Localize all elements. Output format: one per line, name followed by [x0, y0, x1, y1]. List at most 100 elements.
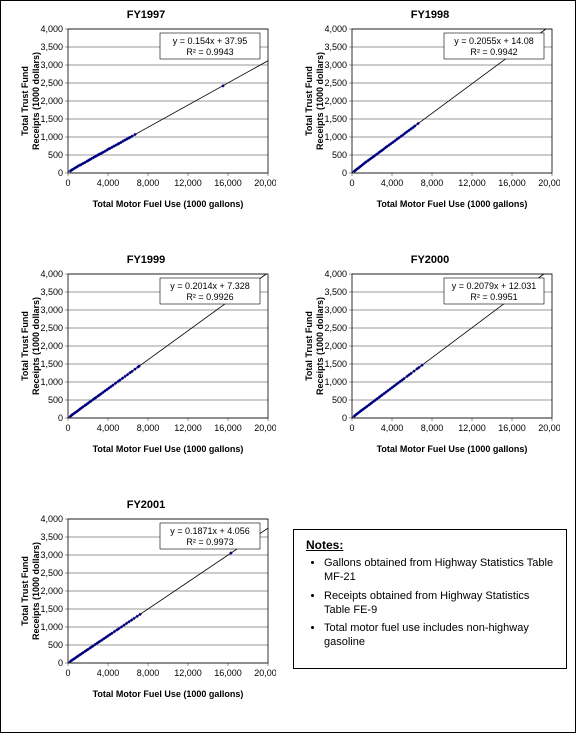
- svg-text:0: 0: [349, 178, 354, 188]
- svg-text:12,000: 12,000: [174, 423, 202, 433]
- svg-text:20,000: 20,000: [254, 178, 276, 188]
- svg-text:y = 0.2079x + 12.031: y = 0.2079x + 12.031: [452, 281, 537, 291]
- chart-svg: 04,0008,00012,00016,00020,00005001,0001,…: [300, 23, 560, 213]
- svg-text:R² = 0.9951: R² = 0.9951: [470, 292, 517, 302]
- svg-text:2,500: 2,500: [40, 78, 63, 88]
- svg-text:8,000: 8,000: [421, 423, 444, 433]
- svg-text:12,000: 12,000: [174, 668, 202, 678]
- svg-text:4,000: 4,000: [40, 514, 63, 524]
- svg-text:500: 500: [48, 150, 63, 160]
- notes-item: Gallons obtained from Highway Statistics…: [324, 556, 554, 585]
- chart-svg: 0 4,000 8,000 12,000 16,000 20,000 0 500 1,000 1,…: [300, 268, 560, 458]
- svg-text:2,500: 2,500: [40, 323, 63, 333]
- notes-list: Gallons obtained from Highway Statistics…: [306, 556, 554, 650]
- svg-text:Total Motor Fuel Use (1000 gal: Total Motor Fuel Use (1000 gallons): [377, 444, 528, 454]
- svg-text:2,000: 2,000: [324, 96, 347, 106]
- svg-text:500: 500: [332, 150, 347, 160]
- svg-text:8,000: 8,000: [421, 178, 444, 188]
- chart-svg: 04,0008,00012,00016,00020,00005001,0001,…: [16, 268, 276, 458]
- svg-text:Total Motor Fuel Use (1000 gal: Total Motor Fuel Use (1000 gallons): [93, 444, 244, 454]
- svg-text:20,000: 20,000: [538, 423, 560, 433]
- svg-text:3,000: 3,000: [324, 60, 347, 70]
- svg-text:0: 0: [58, 168, 63, 178]
- svg-text:20,000: 20,000: [254, 423, 276, 433]
- svg-text:1,000: 1,000: [324, 377, 347, 387]
- svg-text:R² = 0.9942: R² = 0.9942: [470, 47, 517, 57]
- svg-text:3,000: 3,000: [40, 305, 63, 315]
- svg-text:4,000: 4,000: [97, 668, 120, 678]
- chart-title: FY2000: [293, 254, 567, 266]
- svg-text:3,500: 3,500: [324, 42, 347, 52]
- svg-text:2,000: 2,000: [324, 341, 347, 351]
- svg-text:Total Motor Fuel Use (1000 gal: Total Motor Fuel Use (1000 gallons): [93, 689, 244, 699]
- svg-text:12,000: 12,000: [458, 423, 486, 433]
- svg-text:16,000: 16,000: [498, 178, 526, 188]
- notes-title: Notes:: [306, 538, 554, 552]
- svg-text:12,000: 12,000: [174, 178, 202, 188]
- svg-text:2,000: 2,000: [40, 341, 63, 351]
- chart-title: FY1997: [9, 9, 283, 21]
- svg-text:Receipts (1000 dollars): Receipts (1000 dollars): [315, 297, 325, 395]
- svg-text:2,000: 2,000: [40, 586, 63, 596]
- svg-text:0: 0: [342, 413, 347, 423]
- svg-text:8,000: 8,000: [137, 668, 160, 678]
- svg-text:4,000: 4,000: [40, 24, 63, 34]
- svg-text:Receipts (1000 dollars): Receipts (1000 dollars): [31, 542, 41, 640]
- svg-text:1,500: 1,500: [40, 359, 63, 369]
- svg-text:8,000: 8,000: [137, 423, 160, 433]
- svg-text:Receipts (1000 dollars): Receipts (1000 dollars): [315, 52, 325, 150]
- chart-svg: 04,0008,00012,00016,00020,00005001,0001,…: [16, 23, 276, 213]
- chart-fy1999: FY199904,0008,00012,00016,00020,00005001…: [9, 254, 283, 479]
- svg-text:2,000: 2,000: [40, 96, 63, 106]
- svg-text:Total Trust Fund: Total Trust Fund: [20, 66, 30, 136]
- svg-text:500: 500: [332, 395, 347, 405]
- svg-text:1,000: 1,000: [40, 377, 63, 387]
- svg-text:0: 0: [65, 668, 70, 678]
- chart-svg: 04,0008,00012,00016,00020,00005001,0001,…: [16, 513, 276, 703]
- svg-text:1,500: 1,500: [40, 114, 63, 124]
- svg-text:3,000: 3,000: [40, 60, 63, 70]
- svg-text:y = 0.2014x + 7.328: y = 0.2014x + 7.328: [170, 281, 250, 291]
- svg-text:4,000: 4,000: [381, 178, 404, 188]
- svg-text:1,500: 1,500: [324, 114, 347, 124]
- svg-text:1,000: 1,000: [324, 132, 347, 142]
- svg-text:R² = 0.9973: R² = 0.9973: [186, 537, 233, 547]
- svg-text:Total Motor Fuel Use (1000 gal: Total Motor Fuel Use (1000 gallons): [93, 199, 244, 209]
- svg-text:Receipts (1000 dollars): Receipts (1000 dollars): [31, 52, 41, 150]
- chart-fy1997: FY199704,0008,00012,00016,00020,00005001…: [9, 9, 283, 234]
- svg-text:y = 0.1871x + 4.056: y = 0.1871x + 4.056: [170, 526, 250, 536]
- svg-text:2,500: 2,500: [40, 568, 63, 578]
- svg-text:0: 0: [342, 168, 347, 178]
- chart-fy2001: FY200104,0008,00012,00016,00020,00005001…: [9, 499, 283, 724]
- svg-text:Receipts (1000 dollars): Receipts (1000 dollars): [31, 297, 41, 395]
- svg-text:y = 0.2055x + 14.08: y = 0.2055x + 14.08: [454, 36, 534, 46]
- svg-text:y = 0.154x + 37.95: y = 0.154x + 37.95: [173, 36, 248, 46]
- svg-text:1,500: 1,500: [324, 359, 347, 369]
- svg-text:500: 500: [48, 395, 63, 405]
- svg-text:0: 0: [58, 413, 63, 423]
- notes-item: Total motor fuel use includes non-highwa…: [324, 621, 554, 650]
- svg-text:4,000: 4,000: [40, 269, 63, 279]
- chart-fy2000: FY2000 0 4,000 8,000 12,000 16,000 20,000 0 500 1…: [293, 254, 567, 479]
- svg-text:3,500: 3,500: [40, 287, 63, 297]
- svg-text:0: 0: [349, 423, 354, 433]
- chart-title: FY1998: [293, 9, 567, 21]
- svg-text:1,000: 1,000: [40, 622, 63, 632]
- svg-text:Total Motor Fuel Use (1000 gal: Total Motor Fuel Use (1000 gallons): [377, 199, 528, 209]
- svg-text:R² = 0.9926: R² = 0.9926: [186, 292, 233, 302]
- notes-cell: Notes: Gallons obtained from Highway Stat…: [293, 499, 567, 724]
- svg-text:0: 0: [65, 423, 70, 433]
- notes-item: Receipts obtained from Highway Statistic…: [324, 589, 554, 618]
- svg-text:1,000: 1,000: [40, 132, 63, 142]
- svg-text:16,000: 16,000: [498, 423, 526, 433]
- svg-text:20,000: 20,000: [538, 178, 560, 188]
- svg-text:Total Trust Fund: Total Trust Fund: [20, 556, 30, 626]
- svg-text:16,000: 16,000: [214, 178, 242, 188]
- svg-text:0: 0: [65, 178, 70, 188]
- svg-text:500: 500: [48, 640, 63, 650]
- svg-text:4,000: 4,000: [324, 269, 347, 279]
- svg-text:3,500: 3,500: [40, 42, 63, 52]
- svg-text:3,000: 3,000: [40, 550, 63, 560]
- svg-text:4,000: 4,000: [381, 423, 404, 433]
- svg-text:3,500: 3,500: [40, 532, 63, 542]
